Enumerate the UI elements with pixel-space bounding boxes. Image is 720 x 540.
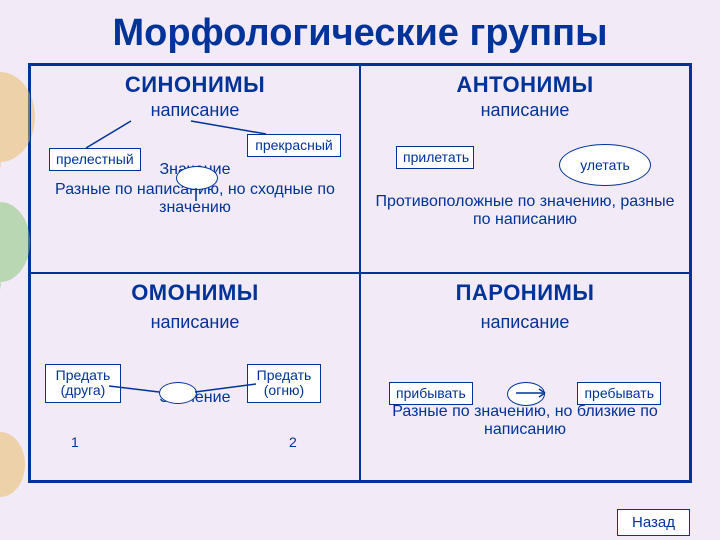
cell-synonyms: СИНОНИМЫ написание прелестный прекрасный… — [30, 65, 360, 273]
cell-paronyms: ПАРОНИМЫ написание прибывать пребывать Р… — [360, 273, 690, 481]
homonyms-title: ОМОНИМЫ — [31, 280, 359, 306]
synonym-example-1: прелестный — [49, 148, 141, 171]
homonyms-sub: написание — [31, 312, 359, 333]
homonym-number-1: 1 — [71, 434, 79, 450]
cell-homonyms: ОМОНИМЫ написание Предать (друга) Предат… — [30, 273, 360, 481]
antonym-example-1: прилетать — [396, 146, 474, 169]
homonym-link-oval — [159, 382, 197, 404]
paronym-example-2: пребывать — [577, 382, 661, 405]
morph-grid: СИНОНИМЫ написание прелестный прекрасный… — [28, 63, 692, 483]
cell-antonyms: АНТОНИМЫ написание прилетать улетать Про… — [360, 65, 690, 273]
synonym-link-oval — [176, 166, 218, 190]
balloon-deco — [0, 432, 25, 497]
paronym-link-oval — [507, 382, 545, 406]
synonym-example-2: прекрасный — [247, 134, 341, 157]
antonyms-sub: написание — [361, 100, 689, 121]
antonyms-title: АНТОНИМЫ — [361, 72, 689, 98]
homonym-example-1: Предать (друга) — [45, 364, 121, 403]
balloon-string — [0, 282, 1, 332]
synonyms-sub: написание — [31, 100, 359, 121]
paronyms-sub: написание — [361, 312, 689, 333]
antonyms-def: Противоположные по значению, разные по н… — [361, 193, 689, 230]
balloon-deco — [0, 202, 30, 282]
homonym-number-2: 2 — [289, 434, 297, 450]
back-button[interactable]: Назад — [617, 509, 690, 536]
homonym-example-2: Предать (огню) — [247, 364, 321, 403]
antonym-example-2: улетать — [559, 144, 651, 186]
synonyms-title: СИНОНИМЫ — [31, 72, 359, 98]
page-title: Морфологические группы — [0, 12, 720, 55]
paronyms-def: Разные по значению, но близкие по написа… — [361, 403, 689, 440]
paronyms-title: ПАРОНИМЫ — [361, 280, 689, 306]
paronym-example-1: прибывать — [389, 382, 473, 405]
